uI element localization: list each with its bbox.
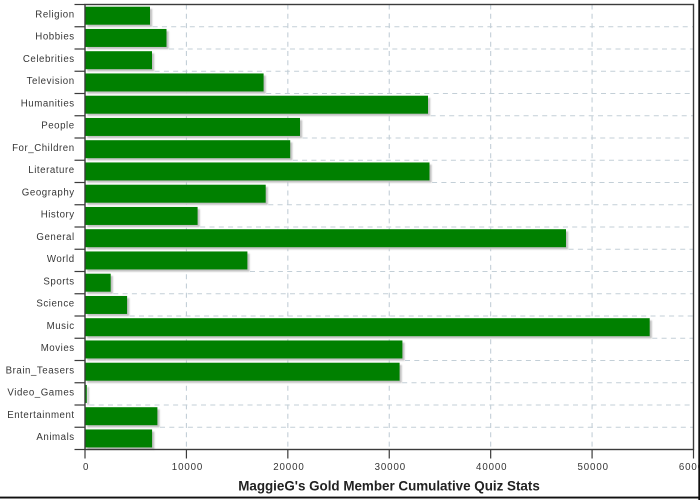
svg-text:60000: 60000 xyxy=(679,462,700,473)
svg-text:Video_Games: Video_Games xyxy=(7,388,74,399)
svg-text:Science: Science xyxy=(36,299,74,310)
svg-text:Humanities: Humanities xyxy=(21,98,75,109)
svg-text:Hobbies: Hobbies xyxy=(35,32,74,43)
svg-text:General: General xyxy=(36,232,74,243)
svg-text:MaggieG's Gold Member Cumulati: MaggieG's Gold Member Cumulative Quiz St… xyxy=(238,478,540,493)
svg-text:Religion: Religion xyxy=(35,9,74,20)
svg-text:10000: 10000 xyxy=(172,462,203,473)
svg-text:Celebrities: Celebrities xyxy=(23,54,75,65)
svg-text:World: World xyxy=(47,254,75,265)
svg-text:History: History xyxy=(41,210,75,221)
svg-text:Entertainment: Entertainment xyxy=(7,410,74,421)
svg-text:40000: 40000 xyxy=(476,462,507,473)
svg-text:50000: 50000 xyxy=(577,462,608,473)
svg-text:Movies: Movies xyxy=(41,343,75,354)
svg-text:Brain_Teasers: Brain_Teasers xyxy=(6,365,75,376)
svg-text:Sports: Sports xyxy=(43,276,74,287)
svg-text:Literature: Literature xyxy=(28,165,74,176)
svg-text:0: 0 xyxy=(83,462,89,473)
svg-text:Geography: Geography xyxy=(22,187,75,198)
svg-text:Animals: Animals xyxy=(36,432,74,443)
svg-text:Music: Music xyxy=(47,321,75,332)
svg-text:People: People xyxy=(41,121,74,132)
svg-text:20000: 20000 xyxy=(273,462,304,473)
svg-text:30000: 30000 xyxy=(375,462,406,473)
svg-text:For_Children: For_Children xyxy=(12,143,75,154)
svg-text:Television: Television xyxy=(27,76,75,87)
